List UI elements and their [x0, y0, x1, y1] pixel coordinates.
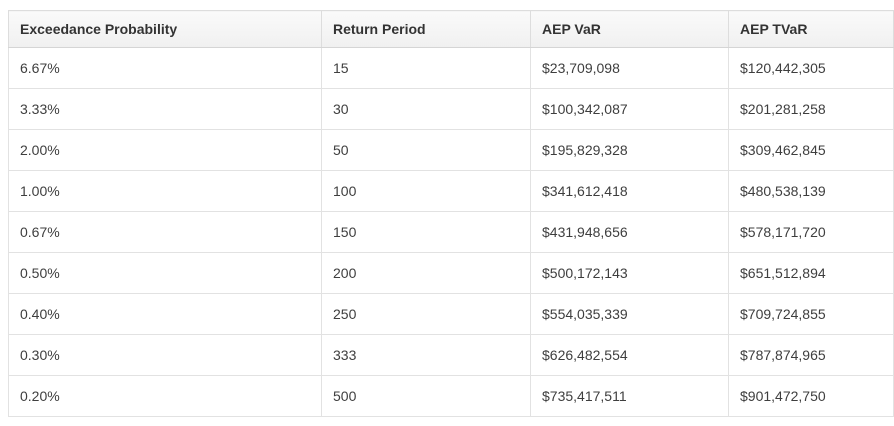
table-row: 2.00% 50 $195,829,328 $309,462,845: [8, 129, 894, 171]
cell-return_period: 250: [321, 293, 531, 335]
table-row: 1.00% 100 $341,612,418 $480,538,139: [8, 170, 894, 212]
cell-aep_var: $735,417,511: [530, 375, 729, 417]
cell-aep_tvar: $578,171,720: [728, 211, 894, 253]
cell-return_period: 333: [321, 334, 531, 376]
cell-aep_var: $100,342,087: [530, 88, 729, 130]
cell-return_period: 150: [321, 211, 531, 253]
cell-aep_tvar: $651,512,894: [728, 252, 894, 294]
cell-aep_tvar: $309,462,845: [728, 129, 894, 171]
cell-aep_tvar: $120,442,305: [728, 47, 894, 89]
cell-aep_var: $500,172,143: [530, 252, 729, 294]
cell-return_period: 50: [321, 129, 531, 171]
table-row: 3.33% 30 $100,342,087 $201,281,258: [8, 88, 894, 130]
table-header-row: Exceedance Probability Return Period AEP V…: [8, 10, 894, 48]
column-header-aep_tvar: AEP TVaR: [728, 10, 894, 48]
table-row: 0.67% 150 $431,948,656 $578,171,720: [8, 211, 894, 253]
cell-aep_tvar: $201,281,258: [728, 88, 894, 130]
table-row: 6.67% 15 $23,709,098 $120,442,305: [8, 47, 894, 89]
cell-aep_var: $195,829,328: [530, 129, 729, 171]
cell-exceedance_probability: 0.40%: [8, 293, 322, 335]
cell-exceedance_probability: 0.20%: [8, 375, 322, 417]
cell-aep_var: $341,612,418: [530, 170, 729, 212]
cell-exceedance_probability: 0.30%: [8, 334, 322, 376]
cell-exceedance_probability: 0.50%: [8, 252, 322, 294]
table-header: Exceedance Probability Return Period AEP V…: [8, 10, 894, 48]
table-body: 6.67% 15 $23,709,098 $120,442,305 3.33% 30 $10…: [8, 47, 894, 417]
cell-exceedance_probability: 2.00%: [8, 129, 322, 171]
cell-exceedance_probability: 3.33%: [8, 88, 322, 130]
aep-risk-metrics-table: Exceedance Probability Return Period AEP V…: [8, 10, 894, 417]
cell-aep_tvar: $787,874,965: [728, 334, 894, 376]
cell-aep_var: $626,482,554: [530, 334, 729, 376]
table-row: 0.20% 500 $735,417,511 $901,472,750: [8, 375, 894, 417]
table-row: 0.50% 200 $500,172,143 $651,512,894: [8, 252, 894, 294]
column-header-exceedance_probability: Exceedance Probability: [8, 10, 322, 48]
cell-return_period: 15: [321, 47, 531, 89]
cell-aep_var: $23,709,098: [530, 47, 729, 89]
cell-exceedance_probability: 0.67%: [8, 211, 322, 253]
cell-aep_var: $431,948,656: [530, 211, 729, 253]
cell-aep_tvar: $480,538,139: [728, 170, 894, 212]
cell-return_period: 100: [321, 170, 531, 212]
table-row: 0.30% 333 $626,482,554 $787,874,965: [8, 334, 894, 376]
cell-aep_tvar: $901,472,750: [728, 375, 894, 417]
cell-aep_var: $554,035,339: [530, 293, 729, 335]
cell-exceedance_probability: 6.67%: [8, 47, 322, 89]
column-header-return_period: Return Period: [321, 10, 531, 48]
table-container: Exceedance Probability Return Period AEP V…: [8, 10, 894, 426]
cell-exceedance_probability: 1.00%: [8, 170, 322, 212]
table-row: 0.40% 250 $554,035,339 $709,724,855: [8, 293, 894, 335]
cell-aep_tvar: $709,724,855: [728, 293, 894, 335]
cell-return_period: 500: [321, 375, 531, 417]
column-header-aep_var: AEP VaR: [530, 10, 729, 48]
cell-return_period: 30: [321, 88, 531, 130]
cell-return_period: 200: [321, 252, 531, 294]
